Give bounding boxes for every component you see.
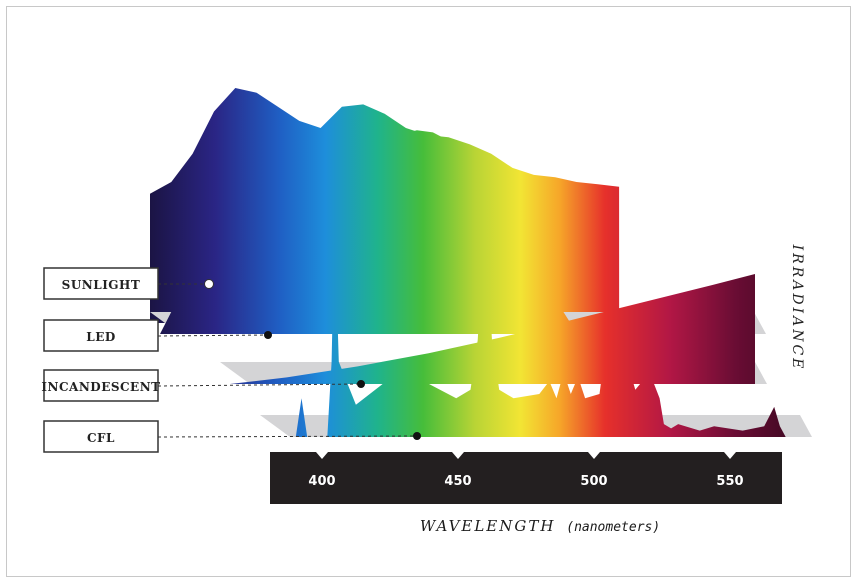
- legend-label-led: LED: [86, 330, 116, 344]
- x-axis-label: WAVELENGTH (nanometers): [420, 517, 660, 535]
- legend-label-cfl: CFL: [87, 431, 115, 445]
- axis-bar: [270, 452, 782, 504]
- cfl-curve: [270, 222, 786, 437]
- x-tick-label: 600: [852, 474, 857, 489]
- y-axis-label: IRRADIANCE: [789, 244, 805, 372]
- legend-leader-incandescent: [157, 383, 362, 387]
- legend-marker-sunlight: [204, 279, 214, 289]
- legend-label-sunlight: SUNLIGHT: [62, 278, 141, 292]
- wavelength-axis: 400450500550600650700: [270, 452, 857, 504]
- x-tick-label: 400: [308, 474, 335, 489]
- x-tick-label: 550: [716, 474, 743, 489]
- legend: SUNLIGHT LED INCANDESCENT CFL: [41, 267, 421, 453]
- x-axis-label-word: WAVELENGTH: [420, 517, 556, 535]
- legend-leader-led: [157, 334, 269, 337]
- led-curve: [160, 130, 578, 334]
- x-tick-label: 450: [444, 474, 471, 489]
- x-axis-label-unit: (nanometers): [566, 520, 660, 535]
- x-tick-mark: [724, 452, 736, 459]
- x-tick-mark: [316, 452, 328, 459]
- legend-label-incandescent: INCANDESCENT: [41, 380, 160, 394]
- x-tick-mark: [452, 452, 464, 459]
- legend-marker-led: [264, 331, 272, 339]
- cfl-layer: [260, 222, 812, 437]
- x-tick-label: 500: [580, 474, 607, 489]
- legend-marker-cfl: [413, 432, 421, 440]
- x-tick-mark: [588, 452, 600, 459]
- legend-marker-incandescent: [357, 380, 365, 388]
- legend-leader-cfl: [157, 435, 418, 438]
